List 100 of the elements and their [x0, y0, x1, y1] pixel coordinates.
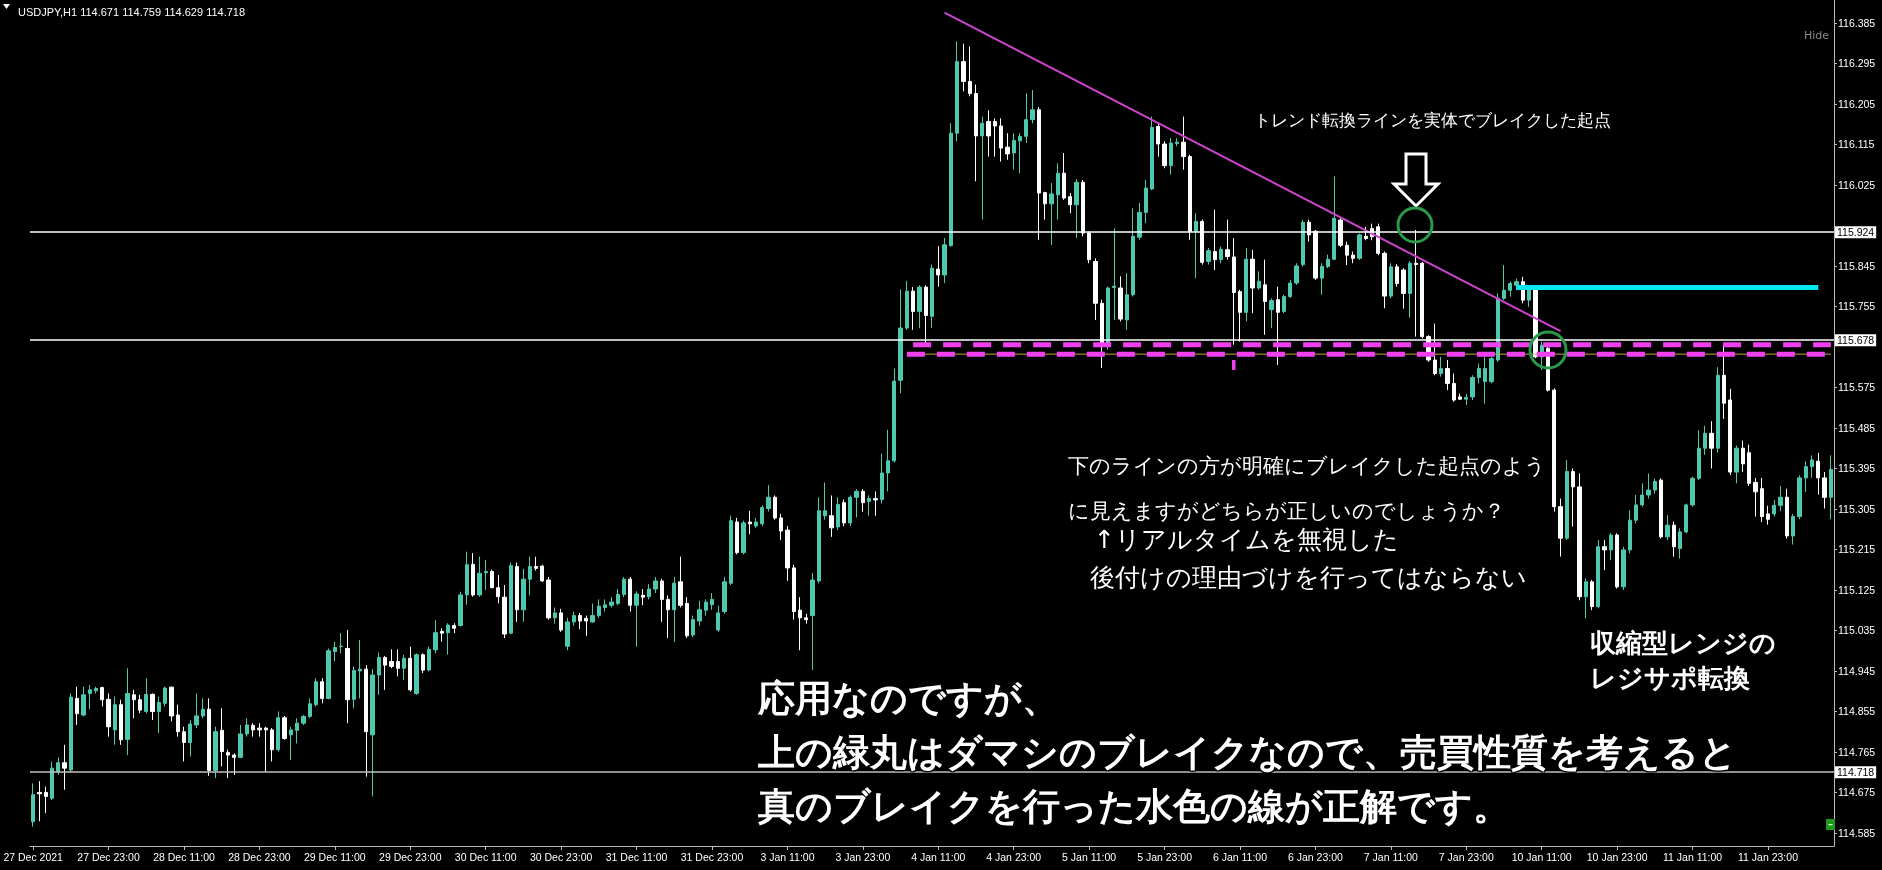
- candlestick: [974, 84, 978, 182]
- candlestick: [119, 699, 123, 746]
- annotation: 応用なのですが、: [758, 676, 1059, 722]
- candlestick: [873, 490, 878, 517]
- candlestick: [352, 665, 356, 709]
- y-tick-label: 114.675: [1838, 786, 1876, 799]
- y-tick-label: 114.945: [1838, 664, 1876, 677]
- candlestick: [333, 641, 337, 662]
- candlestick: [716, 605, 720, 633]
- candlestick: [691, 615, 695, 638]
- candlestick: [326, 647, 331, 700]
- candlestick: [1615, 532, 1619, 590]
- candlestick: [880, 453, 884, 505]
- candlestick: [1244, 247, 1248, 322]
- candlestick: [1445, 359, 1450, 391]
- candlestick: [616, 588, 620, 606]
- candlestick: [1527, 287, 1531, 308]
- candlestick: [1596, 539, 1600, 609]
- candlestick: [509, 562, 513, 635]
- x-tick-label: 11 Jan 11:00: [1662, 850, 1723, 863]
- candlestick: [370, 668, 375, 797]
- candlestick: [584, 615, 588, 637]
- candlestick: [1508, 281, 1512, 298]
- candlestick: [1602, 539, 1607, 571]
- candlestick: [622, 576, 626, 598]
- candlestick: [1162, 140, 1167, 169]
- candlestick: [421, 652, 425, 674]
- candlestick: [1156, 122, 1160, 158]
- candlestick: [176, 704, 180, 738]
- y-tick-label: 115.395: [1838, 462, 1876, 475]
- candlestick: [289, 726, 293, 761]
- candlestick: [785, 525, 790, 582]
- candlestick: [1659, 477, 1663, 540]
- y-tick-label: 115.575: [1838, 381, 1876, 394]
- x-tick-label: 27 Dec 23:00: [77, 850, 140, 863]
- y-tick-label: 115.125: [1838, 583, 1876, 596]
- candlestick: [1106, 286, 1110, 351]
- y-tick-label: 116.025: [1838, 178, 1876, 191]
- candlestick: [1056, 162, 1060, 221]
- candlestick: [1250, 249, 1255, 314]
- candlestick: [1760, 477, 1764, 523]
- x-tick-label: 3 Jan 11:00: [760, 850, 815, 863]
- candlestick: [56, 756, 60, 776]
- candlestick: [1137, 202, 1142, 241]
- x-tick-label: 6 Jan 11:00: [1212, 850, 1268, 863]
- x-tick-label: 3 Jan 23:00: [835, 850, 891, 863]
- candlestick: [1125, 272, 1129, 331]
- candlestick: [358, 639, 362, 699]
- candlestick: [1797, 474, 1802, 520]
- candlestick: [540, 564, 544, 583]
- candlestick: [1734, 445, 1739, 484]
- candlestick: [886, 429, 890, 492]
- candlestick: [496, 574, 500, 604]
- candlestick: [452, 622, 456, 634]
- candlestick: [1577, 472, 1582, 601]
- candlestick: [1684, 503, 1688, 534]
- candlestick: [1332, 175, 1336, 261]
- candlestick: [377, 652, 381, 696]
- candlestick: [1112, 227, 1116, 321]
- y-tick-label: 114.765: [1838, 745, 1876, 758]
- candlestick: [1326, 254, 1330, 269]
- x-tick-label: 29 Dec 23:00: [379, 850, 442, 863]
- y-tick-label: 115.035: [1838, 624, 1876, 637]
- candlestick: [50, 760, 54, 801]
- x-tick-label: 4 Jan 23:00: [986, 850, 1042, 863]
- candlestick: [100, 686, 104, 707]
- candlestick: [1709, 420, 1714, 469]
- candlestick: [804, 613, 808, 625]
- x-tick-label: 10 Jan 23:00: [1586, 850, 1648, 863]
- candlestick: [389, 648, 394, 669]
- candlestick: [1175, 137, 1179, 147]
- x-tick-label: 7 Jan 11:00: [1363, 850, 1419, 863]
- candlestick: [760, 504, 764, 527]
- candlestick: [1024, 92, 1028, 144]
- annotation: 収縮型レンジのレジサポ転換: [1590, 627, 1776, 696]
- y-tick-label: 114.855: [1838, 705, 1876, 718]
- candlestick: [1219, 246, 1223, 264]
- candlestick: [1621, 546, 1626, 591]
- y-tick-label: 116.205: [1838, 97, 1876, 110]
- candlestick: [408, 646, 412, 693]
- candlestick: [578, 612, 582, 630]
- annotation: 下のラインの方が明確にブレイクした起点のように見えますがどちらが正しいのでしょうか？: [1068, 454, 1546, 523]
- candlestick: [1320, 262, 1324, 296]
- annotation: ↑リアルタイムを無視した: [1094, 525, 1399, 555]
- candlestick: [528, 556, 532, 596]
- candlestick: [930, 264, 934, 329]
- candlestick: [402, 654, 406, 681]
- candlestick: [993, 117, 997, 158]
- candlestick: [722, 576, 727, 615]
- candlestick: [301, 714, 306, 726]
- annotation: 後付けの理由づけを行ってはならない: [1090, 563, 1527, 593]
- candlestick: [1640, 482, 1644, 508]
- candlestick: [779, 513, 783, 541]
- candlestick: [1489, 356, 1494, 384]
- candlestick: [88, 684, 92, 710]
- y-tick-label: 116.295: [1838, 57, 1876, 70]
- x-tick-label: 5 Jan 11:00: [1062, 850, 1117, 863]
- candlestick: [678, 556, 683, 608]
- x-tick-label: 28 Dec 23:00: [228, 850, 291, 863]
- candlestick: [213, 726, 218, 779]
